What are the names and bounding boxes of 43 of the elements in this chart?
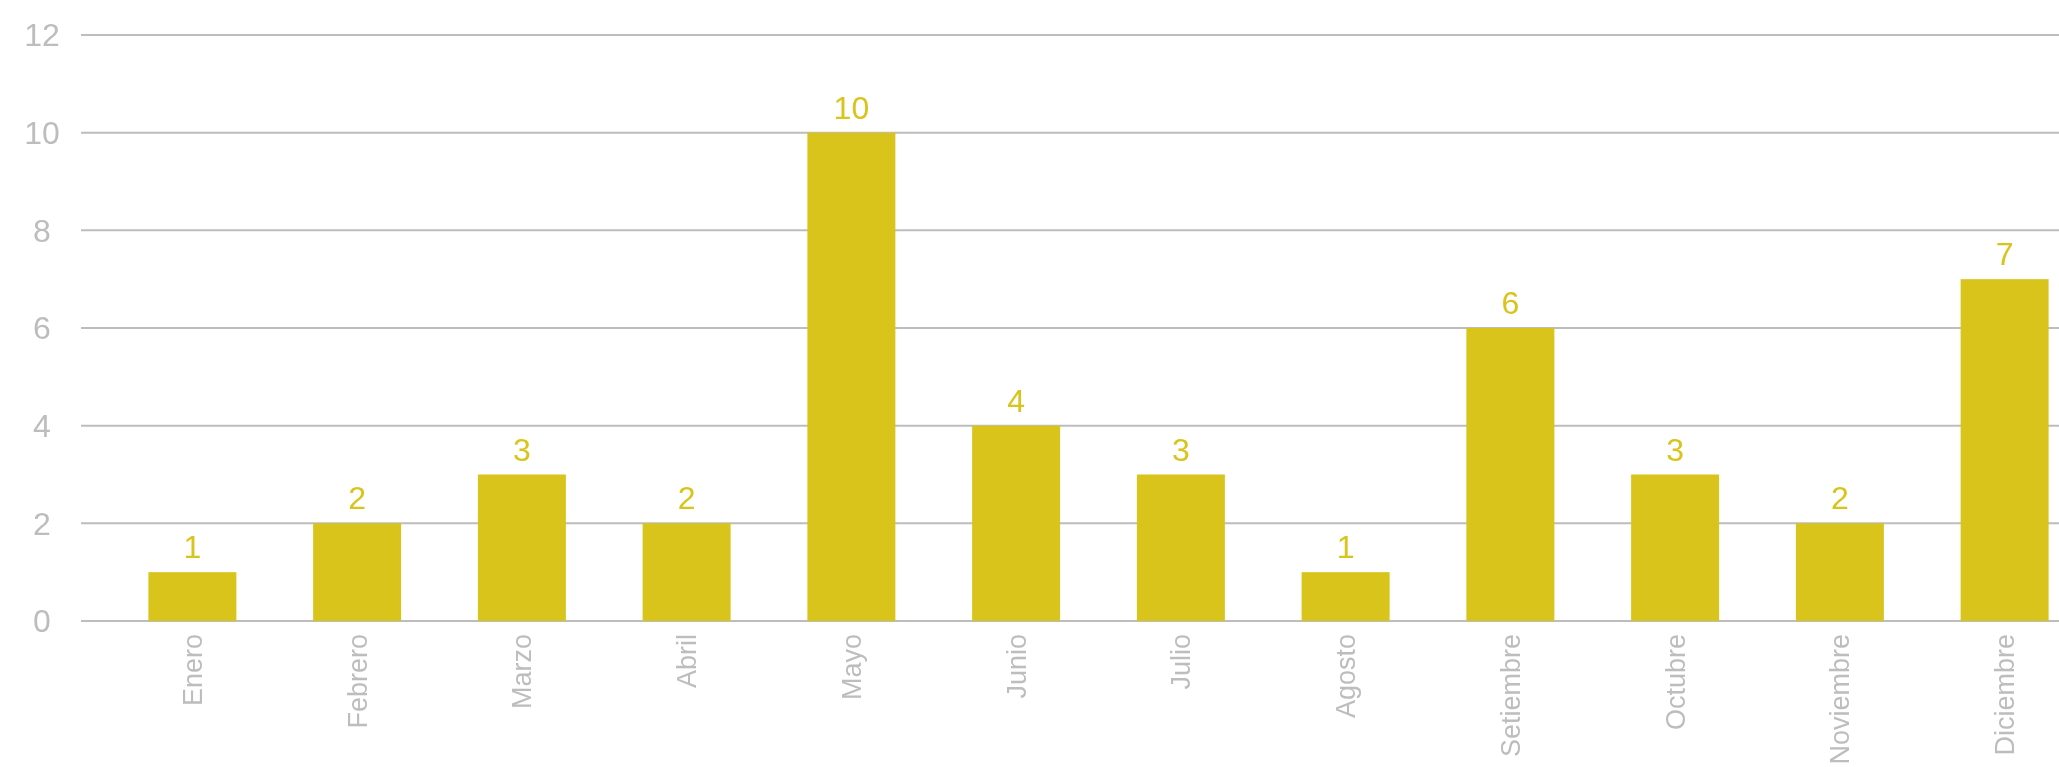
bar	[807, 132, 896, 621]
bar	[1960, 279, 2049, 621]
y-tick-label: 6	[33, 310, 51, 347]
data-label: 6	[1501, 285, 1520, 321]
y-tick-label: 2	[33, 505, 51, 542]
x-tick-label: Mayo	[836, 634, 867, 701]
y-tick-label: 10	[24, 114, 60, 151]
y-tick-label: 8	[33, 212, 51, 249]
x-tick-label: Marzo	[507, 634, 538, 710]
data-label: 3	[512, 431, 531, 468]
data-label: 10	[833, 89, 870, 126]
y-tick-label: 0	[33, 603, 51, 640]
bar	[642, 523, 731, 621]
x-tick-label: Octubre	[1660, 634, 1691, 731]
x-tick-label: Julio	[1166, 634, 1197, 690]
x-tick-label: Noviembre	[1825, 634, 1856, 765]
bar	[1631, 474, 1720, 621]
x-tick-label: Junio	[1001, 634, 1032, 699]
bar	[1136, 474, 1225, 621]
data-label: 1	[183, 529, 202, 566]
x-tick-label: Agosto	[1331, 634, 1362, 719]
y-tick-label: 12	[24, 17, 60, 54]
bar	[1795, 523, 1884, 621]
data-label: 2	[348, 480, 367, 517]
bar	[148, 572, 237, 621]
x-tick-label: Febrero	[342, 634, 373, 729]
bar	[1466, 328, 1555, 621]
bar	[477, 474, 566, 621]
data-label: 3	[1171, 431, 1190, 468]
bar	[1301, 572, 1390, 621]
bar	[313, 523, 402, 621]
x-tick-label: Enero	[177, 634, 208, 707]
x-tick-label: Abril	[672, 634, 703, 689]
y-tick-label: 4	[33, 407, 51, 444]
data-label: 1	[1336, 529, 1355, 566]
data-label: 2	[677, 480, 696, 517]
data-label: 3	[1666, 431, 1685, 468]
data-label: 2	[1830, 480, 1849, 517]
x-tick-label: Setiembre	[1495, 634, 1526, 758]
bar	[972, 425, 1061, 621]
data-label: 7	[1995, 236, 2014, 273]
data-label: 4	[1007, 382, 1026, 419]
x-tick-label: Diciembre	[1990, 634, 2021, 756]
